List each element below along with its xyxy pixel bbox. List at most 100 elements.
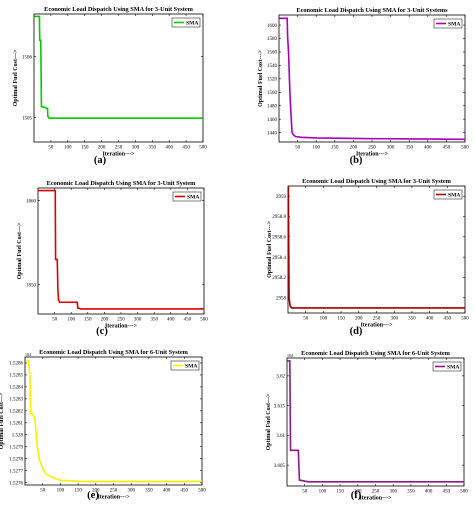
panel-caption: (e) [87,490,99,501]
panel-caption: (d) [349,326,363,337]
plot-area [37,187,205,315]
y-tick-label: 1506 [22,55,33,60]
chart-title: Economic Load Dispatch Using SMA for 3-U… [47,180,196,187]
x-tick-label: 100 [57,489,65,494]
x-tick-label: 200 [350,146,358,151]
legend-label: SMA [448,22,460,28]
x-tick-label: 50 [303,317,309,322]
y-tick-label: 3.62 [276,375,285,380]
x-axis-label: Iteration---> [105,324,138,330]
legend-box [433,18,463,29]
x-tick-label: 400 [165,146,173,151]
y-tick-label: 3.61 [276,434,285,439]
plot-area [286,357,465,487]
y-tick-label: 2958.6 [272,236,286,241]
plot-area [24,356,203,486]
y-tick-label: 3.615 [274,404,286,409]
y-exponent-label: 104 [25,352,31,357]
x-tick-label: 500 [461,317,469,322]
y-tick-label: 1560 [267,51,278,56]
y-tick-label: 1540 [267,64,278,69]
x-tick-label: 150 [337,317,345,322]
panel-caption: (a) [93,155,107,166]
x-tick-label: 300 [387,146,395,151]
x-tick-label: 300 [390,317,398,322]
y-tick-label: 1.5283 [9,398,23,403]
legend-box [432,361,462,372]
legend-label: SMA [187,195,199,201]
x-tick-label: 400 [425,490,433,495]
y-tick-label: 1460 [267,118,278,123]
legend-box [172,191,202,202]
panel-caption: (f) [350,490,362,501]
x-axis-label: Iteration---> [97,495,130,501]
y-tick-label: 1520 [267,78,278,83]
x-tick-label: 350 [149,146,157,151]
y-exponent-label: 104 [287,353,293,358]
y-tick-label: 1440 [267,131,278,136]
plot-area [278,14,466,143]
x-axis-label: Iteration---> [360,323,393,329]
x-axis-label: Iteration---> [356,152,389,158]
y-axis-label: Optimal Fuel Cost---> [267,221,273,278]
y-axis-label: Optimal Fuel Cost---> [258,50,264,107]
x-tick-label: 150 [84,318,92,323]
y-axis-label: Optimal Fuel Cost---> [266,393,272,450]
y-tick-label: 1480 [267,104,278,109]
panel-caption: (c) [96,326,108,337]
x-tick-label: 350 [408,317,416,322]
y-tick-label: 1.5285 [9,374,23,379]
y-tick-label: 2958.2 [272,276,286,281]
x-tick-label: 200 [98,146,106,151]
y-tick-label: 1.5286 [9,362,23,367]
y-tick-label: 1.5277 [9,469,23,474]
series-line [287,360,464,483]
y-tick-label: 1.5281 [9,421,23,426]
x-axis-label: Iteration---> [359,496,392,502]
y-tick-label: 1.5278 [9,457,23,462]
x-tick-label: 450 [184,318,192,323]
chart-title: Economic Load Dispatch Using SMA for 6-U… [301,350,450,357]
x-tick-label: 500 [200,318,208,323]
y-tick-label: 1505 [22,116,33,121]
series-line [279,17,466,141]
x-tick-label: 450 [443,146,451,151]
y-axis-label: Optimal Fuel Cost---> [0,392,5,449]
x-tick-label: 300 [127,489,135,494]
x-tick-label: 400 [426,317,434,322]
x-tick-label: 100 [319,490,327,495]
chart-title: Economic Load Dispatch Using SMA for 3-U… [302,178,451,185]
x-tick-label: 500 [199,146,207,151]
legend-label: SMA [447,365,459,371]
y-tick-label: 2958.8 [272,215,286,220]
y-tick-label: 1.5279 [9,445,23,450]
x-tick-label: 250 [115,146,123,151]
x-tick-label: 350 [407,490,415,495]
x-tick-label: 200 [354,490,362,495]
series-line [287,185,465,309]
x-tick-label: 100 [320,317,328,322]
x-tick-label: 450 [181,489,189,494]
y-tick-label: 1.528 [12,433,24,438]
y-tick-label: 1.5276 [9,481,23,486]
y-tick-label: 1.5282 [9,410,23,415]
x-tick-label: 50 [48,146,54,151]
x-tick-label: 250 [373,317,381,322]
x-tick-label: 150 [331,146,339,151]
chart-title: Economic Load Dispatch Using SMA for 3-U… [296,7,448,14]
legend-label: SMA [448,193,460,199]
legend-box [170,360,200,371]
x-tick-label: 250 [368,146,376,151]
plot-area [33,13,204,143]
x-tick-label: 500 [460,490,468,495]
x-tick-label: 300 [132,146,140,151]
x-tick-label: 50 [295,146,301,151]
x-tick-label: 350 [405,146,413,151]
x-tick-label: 100 [312,146,320,151]
series-line [34,15,203,120]
legend-label: SMA [185,364,197,370]
